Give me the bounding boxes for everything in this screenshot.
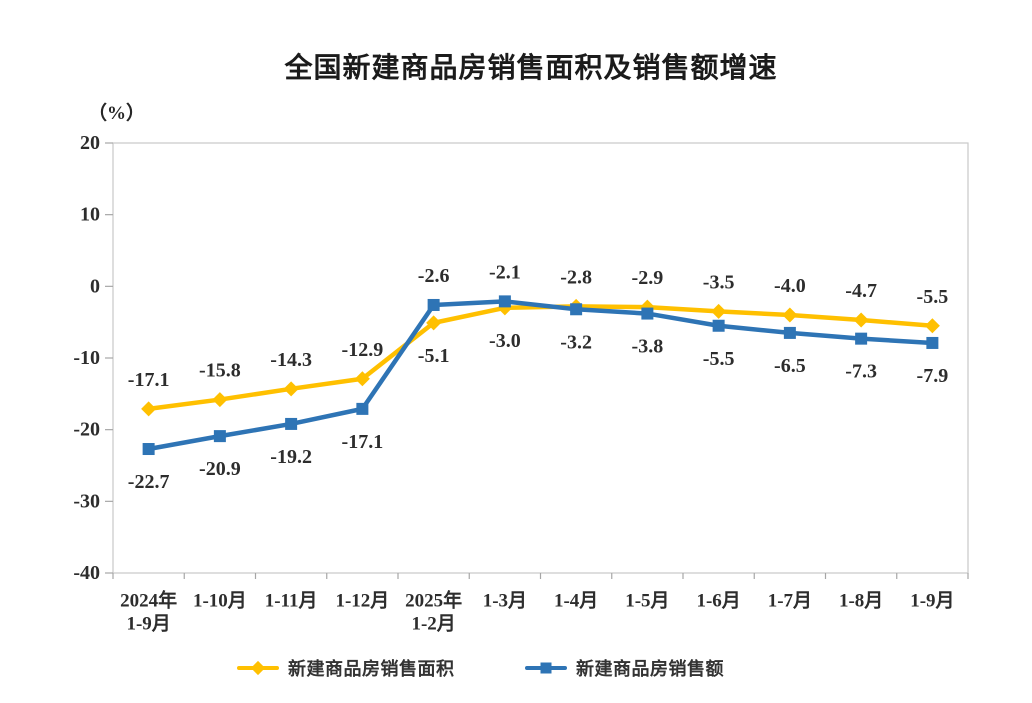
marker-sales-amount <box>498 295 511 308</box>
square-marker-icon <box>540 662 552 674</box>
y-axis-tick-label: 0 <box>90 275 100 297</box>
data-label-sales-area: -15.8 <box>199 360 241 382</box>
data-label-sales-amount: -6.5 <box>774 355 806 377</box>
legend-label-sales-area: 新建商品房销售面积 <box>288 659 455 679</box>
x-axis-category-label: 1-9月 <box>910 591 954 612</box>
marker-sales-area <box>283 381 299 397</box>
plot-border <box>112 142 969 574</box>
marker-sales-area <box>354 371 370 387</box>
data-label-sales-amount: -20.9 <box>199 458 241 480</box>
data-label-sales-area: -17.1 <box>128 369 170 391</box>
data-label-sales-area: -3.0 <box>489 330 521 352</box>
y-axis-tick-label: -20 <box>73 419 100 441</box>
x-axis-category-label: 2025年 <box>405 589 462 612</box>
marker-sales-amount <box>427 298 440 311</box>
x-axis-category-label: 1-10月 <box>193 591 247 612</box>
data-label-sales-area: -2.8 <box>560 266 592 288</box>
data-label-sales-amount: -22.7 <box>128 471 170 493</box>
data-label-sales-amount: -2.6 <box>418 265 450 287</box>
data-label-sales-amount: -2.1 <box>489 261 521 283</box>
x-axis-category-label: 1-12月 <box>335 591 389 612</box>
series-line-sales-amount <box>146 299 935 452</box>
series-line-sales-area <box>146 304 935 412</box>
x-axis-category-label: 2024年 <box>120 589 177 612</box>
marker-sales-amount <box>712 319 725 332</box>
data-label-sales-amount: -17.1 <box>342 431 384 453</box>
marker-sales-area <box>711 303 727 319</box>
x-axis-category-label: 1-11月 <box>265 591 318 612</box>
data-label-sales-amount: -3.8 <box>632 336 664 358</box>
y-axis-tick-label: 20 <box>80 132 100 154</box>
marker-sales-amount <box>213 430 226 443</box>
x-axis-category-label: 1-6月 <box>696 591 740 612</box>
chart-legend: 新建商品房销售面积 新建商品房销售额 <box>0 655 1032 681</box>
marker-sales-area <box>924 318 940 334</box>
data-label-sales-area: -3.5 <box>703 271 735 293</box>
marker-sales-area <box>212 392 228 408</box>
marker-sales-area <box>853 312 869 328</box>
marker-sales-area <box>782 307 798 323</box>
data-label-sales-amount: -19.2 <box>270 446 312 468</box>
data-label-sales-amount: -5.5 <box>703 348 735 370</box>
diamond-marker-icon <box>250 660 266 676</box>
marker-sales-area <box>426 315 442 331</box>
legend-swatch-sales-amount <box>525 660 567 676</box>
data-label-sales-amount: -3.2 <box>560 331 592 353</box>
marker-sales-area <box>141 401 157 417</box>
data-label-sales-amount: -7.3 <box>845 361 877 383</box>
data-label-sales-amount: -7.9 <box>917 365 949 387</box>
y-axis-tick-label: 10 <box>80 204 100 226</box>
legend-label-sales-amount: 新建商品房销售额 <box>576 659 724 679</box>
legend-swatch-sales-area <box>237 660 279 676</box>
y-axis-tick-label: -40 <box>73 562 100 584</box>
data-label-sales-area: -2.9 <box>632 267 664 289</box>
data-label-sales-area: -12.9 <box>342 339 384 361</box>
x-axis-category-label: 1-9月 <box>126 614 170 635</box>
marker-sales-amount <box>285 417 298 430</box>
x-axis-category-label: 1-2月 <box>411 614 455 635</box>
marker-sales-amount <box>142 443 155 456</box>
x-axis-category-label: 1-5月 <box>625 591 669 612</box>
data-label-sales-area: -5.1 <box>418 345 450 367</box>
data-label-sales-area: -4.7 <box>845 280 877 302</box>
data-label-sales-area: -5.5 <box>917 286 949 308</box>
y-axis-unit-label: （%） <box>88 103 146 124</box>
marker-sales-amount <box>783 326 796 339</box>
y-axis-tick-label: -30 <box>73 490 100 512</box>
data-label-sales-area: -14.3 <box>270 349 312 371</box>
legend-item-sales-amount: 新建商品房销售额 <box>525 655 724 681</box>
data-label-sales-area: -4.0 <box>774 275 806 297</box>
marker-sales-amount <box>570 303 583 316</box>
marker-sales-amount <box>641 307 654 320</box>
y-axis-tick-label: -10 <box>73 347 100 369</box>
x-axis-category-label: 1-3月 <box>483 591 527 612</box>
marker-sales-amount <box>855 332 868 345</box>
marker-sales-amount <box>356 402 369 415</box>
marker-sales-amount <box>926 336 939 349</box>
x-axis-category-label: 1-4月 <box>554 591 598 612</box>
chart-title: 全国新建商品房销售面积及销售额增速 <box>284 52 778 83</box>
x-axis-category-label: 1-7月 <box>768 591 812 612</box>
legend-item-sales-area: 新建商品房销售面积 <box>237 655 455 681</box>
x-axis-category-label: 1-8月 <box>839 591 883 612</box>
